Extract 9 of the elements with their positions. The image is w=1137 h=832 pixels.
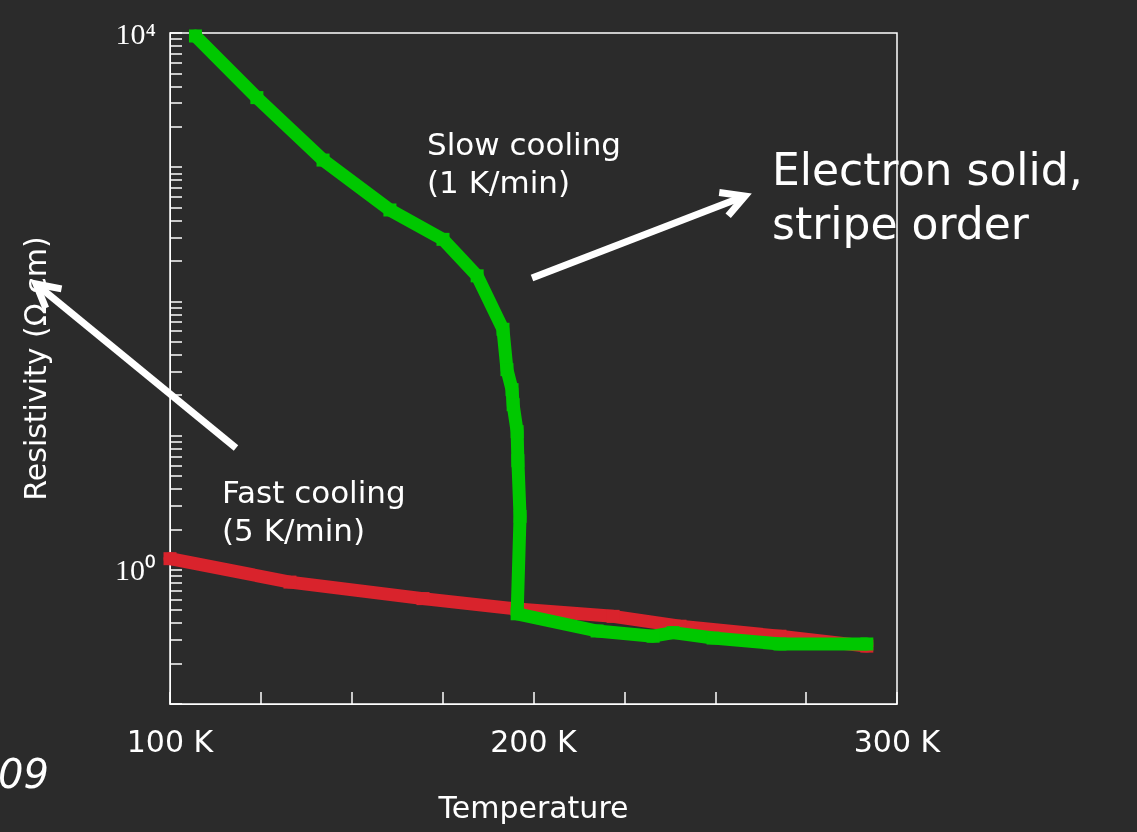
annotation: Fast cooling (5 K/min)	[222, 474, 406, 548]
x-tick-label: 100 K	[126, 723, 215, 759]
y-tick-label: 10⁴	[115, 16, 156, 50]
x-tick-label: 200 K	[490, 723, 579, 759]
text: 09	[0, 751, 49, 797]
x-tick-label: 300 K	[853, 723, 942, 759]
y-tick-label: 10⁰	[115, 553, 156, 587]
x-axis-title: Temperature	[437, 789, 629, 825]
annotation: Slow cooling (1 K/min)	[427, 126, 621, 200]
